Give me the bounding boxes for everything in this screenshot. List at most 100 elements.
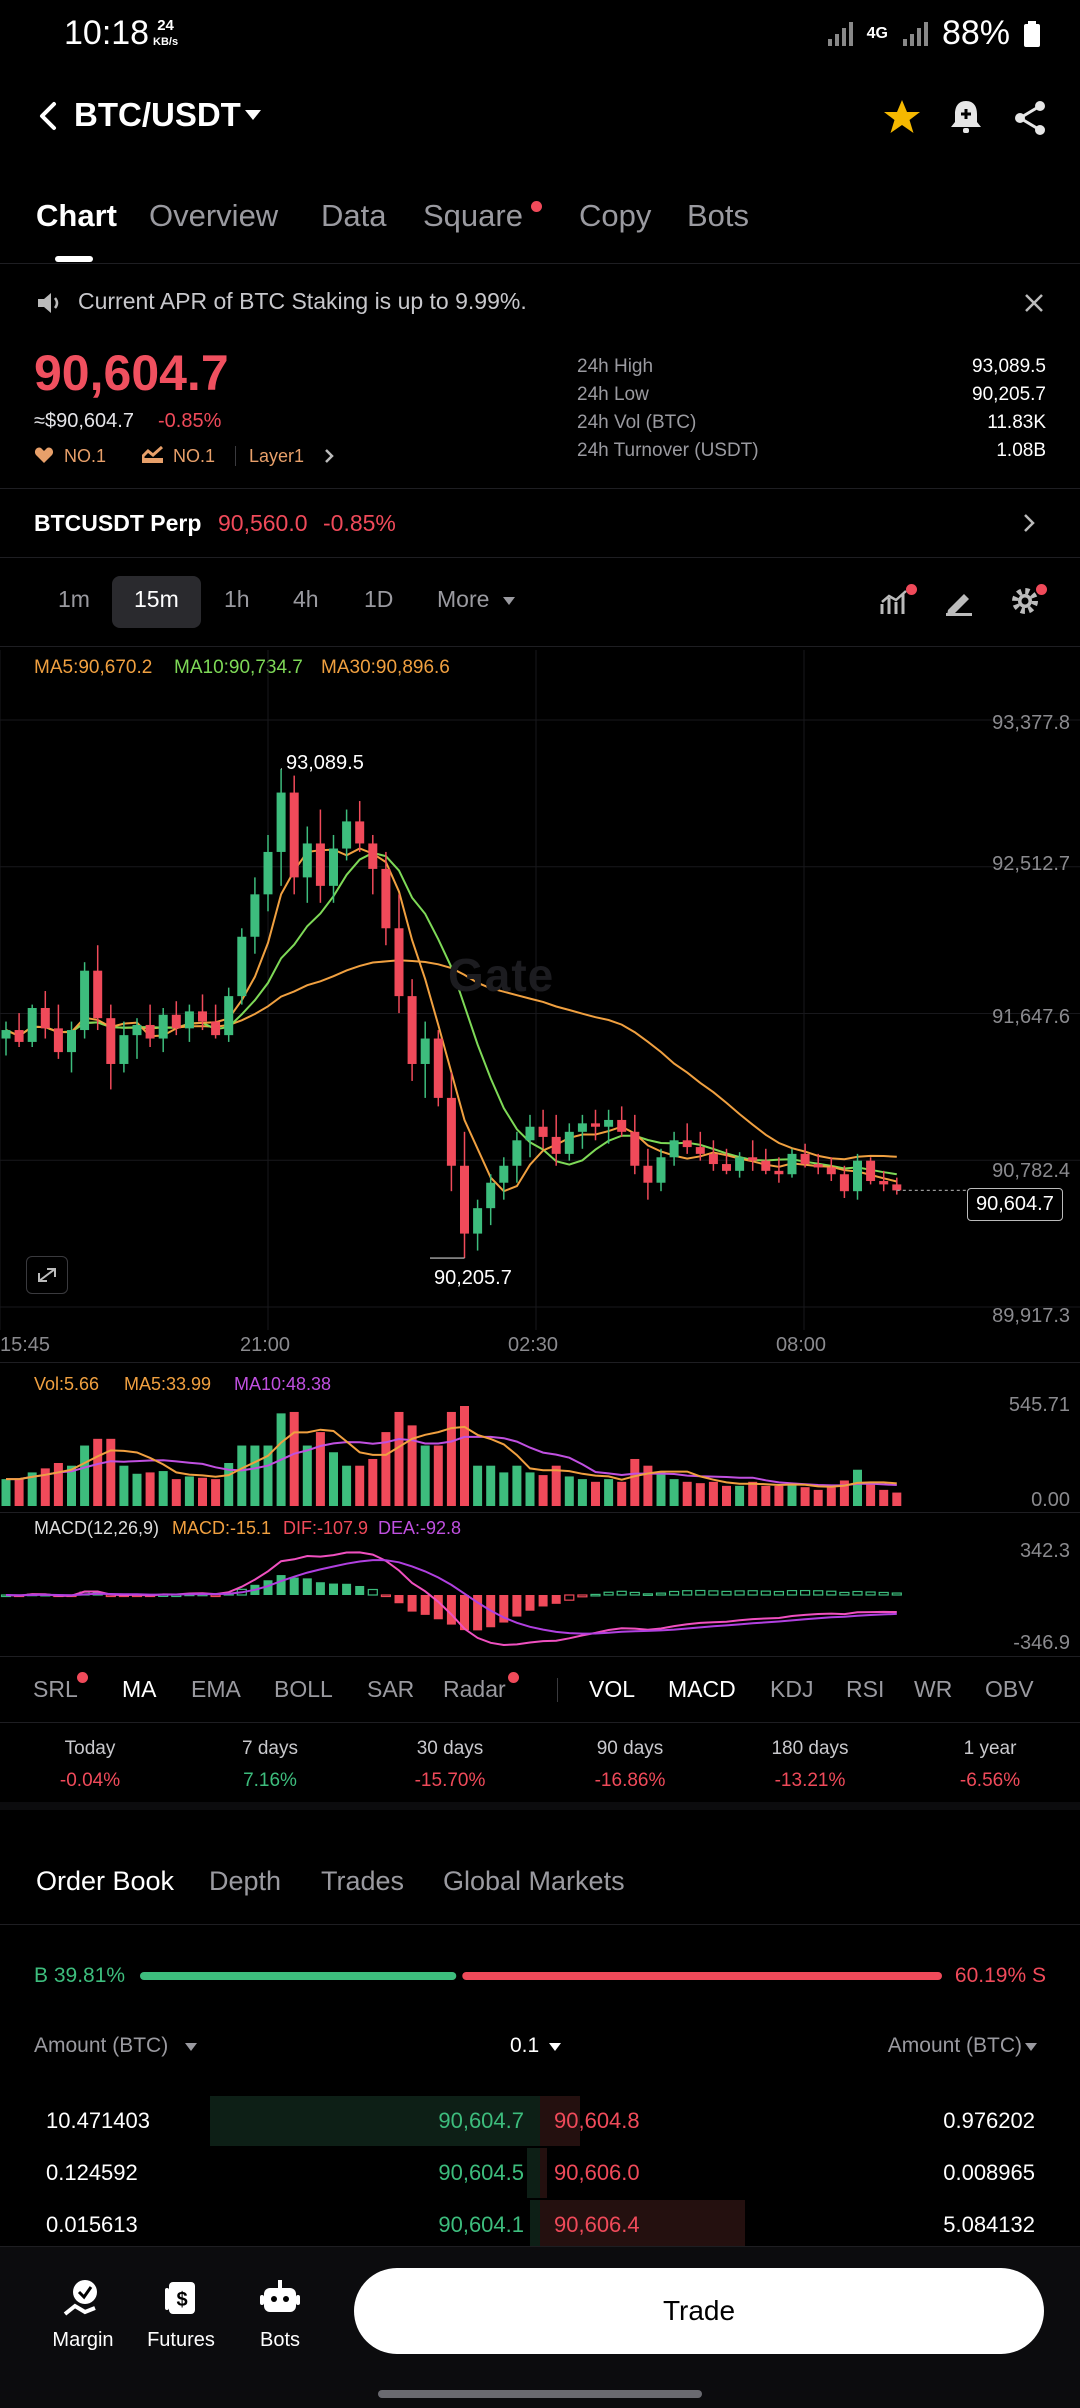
interval-more[interactable]: More	[437, 586, 490, 612]
indicator-kdj[interactable]: KDJ	[770, 1676, 814, 1702]
rank-badge-popular[interactable]: NO.1	[64, 446, 107, 466]
nav-margin[interactable]: Margin	[38, 2278, 128, 2352]
draw-pencil-icon[interactable]	[944, 588, 974, 616]
macd-chart[interactable]	[0, 1540, 940, 1650]
candle-body	[132, 1024, 142, 1036]
trade-button[interactable]: Trade	[354, 2268, 1044, 2354]
chevron-down-icon[interactable]	[184, 2042, 198, 2052]
candlestick-chart[interactable]	[0, 650, 1080, 1330]
candle-body	[787, 1153, 797, 1175]
macd-histogram-bar	[551, 1595, 561, 1604]
macd-histogram-bar	[865, 1591, 876, 1596]
chevron-right-icon[interactable]	[323, 448, 335, 464]
candle-body	[774, 1170, 784, 1175]
indicator-srl[interactable]: SRL	[33, 1676, 78, 1702]
stat-value-high: 93,089.5	[972, 356, 1046, 377]
sell-ratio: 60.19% S	[954, 1964, 1046, 1987]
radar-notification-dot	[508, 1672, 519, 1683]
fullscreen-button[interactable]	[26, 1256, 68, 1294]
nav-futures[interactable]: $ Futures	[136, 2278, 226, 2352]
tab-depth[interactable]: Depth	[209, 1866, 282, 1896]
category-tag[interactable]: Layer1	[249, 446, 305, 466]
tab-overview[interactable]: Overview	[149, 198, 279, 233]
candle-body	[761, 1160, 771, 1171]
tab-copy[interactable]: Copy	[579, 198, 652, 233]
candle-body	[879, 1181, 889, 1185]
star-icon[interactable]	[882, 98, 922, 136]
macd-histogram-bar	[446, 1595, 456, 1625]
perf-value: -13.21%	[774, 1770, 846, 1791]
tab-square[interactable]: Square	[423, 198, 523, 233]
perp-label[interactable]: BTCUSDT Perp	[34, 510, 202, 536]
candle-body	[171, 1014, 181, 1029]
indicator-radar[interactable]: Radar	[443, 1676, 506, 1702]
volume-chart[interactable]	[0, 1400, 940, 1508]
indicator-rsi[interactable]: RSI	[846, 1676, 885, 1702]
interval-1h[interactable]: 1h	[224, 586, 250, 612]
close-icon[interactable]	[1023, 292, 1045, 314]
pair-selector[interactable]: BTC/USDT	[74, 96, 241, 133]
y-tick-3: 90,782.4	[992, 1160, 1070, 1182]
stat-label-low: 24h Low	[577, 384, 649, 405]
volume-bar	[394, 1411, 404, 1506]
interval-4h[interactable]: 4h	[293, 586, 319, 612]
tab-order-book[interactable]: Order Book	[36, 1866, 175, 1896]
chevron-right-icon[interactable]	[1022, 512, 1036, 534]
indicator-sar[interactable]: SAR	[367, 1676, 415, 1702]
ob-precision-select[interactable]: 0.1	[510, 2034, 540, 2057]
chevron-down-icon[interactable]	[244, 108, 262, 122]
settings-gear-icon[interactable]	[1010, 586, 1040, 616]
ob-header-ask-amount[interactable]: Amount (BTC)	[887, 2034, 1022, 2057]
rank-badge-trend[interactable]: NO.1	[173, 446, 216, 466]
candle-body	[486, 1182, 496, 1209]
order-book-row[interactable]: 0.015613 90,604.1 90,606.4 5.084132	[0, 2200, 1080, 2250]
indicator-obv[interactable]: OBV	[985, 1676, 1034, 1702]
ask-amount: 0.008965	[943, 2160, 1035, 2185]
indicator-ma[interactable]: MA	[122, 1676, 157, 1702]
macd-histogram-bar	[355, 1585, 365, 1595]
bid-price: 90,604.5	[438, 2160, 524, 2185]
tab-data[interactable]: Data	[321, 198, 387, 233]
candle-body	[80, 970, 90, 1031]
indicator-vol[interactable]: VOL	[589, 1676, 636, 1702]
macd-histogram-bar	[826, 1590, 837, 1596]
volume-bar	[617, 1481, 627, 1506]
volume-bar	[171, 1479, 181, 1506]
tab-chart[interactable]: Chart	[36, 198, 117, 233]
indicator-ema[interactable]: EMA	[191, 1676, 241, 1702]
ob-header-bid-amount[interactable]: Amount (BTC)	[34, 2034, 169, 2057]
home-indicator[interactable]	[378, 2390, 702, 2398]
perf-30d: 30 days -15.70%	[360, 1738, 540, 1792]
macd-histogram-bar	[433, 1595, 443, 1620]
tab-bots[interactable]: Bots	[687, 198, 750, 233]
order-book-row[interactable]: 10.471403 90,604.7 90,604.8 0.976202	[0, 2096, 1080, 2146]
indicator-boll[interactable]: BOLL	[274, 1676, 333, 1702]
chevron-down-icon[interactable]	[502, 596, 516, 606]
indicator-macd[interactable]: MACD	[668, 1676, 736, 1702]
indicator-chart-icon[interactable]	[880, 588, 910, 616]
nav-bots[interactable]: Bots	[235, 2278, 325, 2352]
interval-1d[interactable]: 1D	[364, 586, 394, 612]
tab-trades[interactable]: Trades	[321, 1866, 405, 1896]
share-icon[interactable]	[1012, 100, 1048, 136]
alert-bell-icon[interactable]	[948, 98, 984, 136]
indicator-wr[interactable]: WR	[914, 1676, 953, 1702]
macd-histogram-bar	[655, 1592, 667, 1596]
perf-value: -0.04%	[59, 1770, 121, 1791]
interval-15m[interactable]: 15m	[134, 586, 179, 612]
candle-body	[617, 1119, 627, 1132]
tab-global-markets[interactable]: Global Markets	[443, 1866, 625, 1896]
interval-1m[interactable]: 1m	[58, 586, 90, 612]
chevron-down-icon[interactable]	[1024, 2042, 1038, 2052]
chevron-down-icon[interactable]	[548, 2042, 562, 2052]
svg-text:$: $	[176, 2289, 187, 2311]
candle-body	[473, 1208, 483, 1234]
order-book-row[interactable]: 0.124592 90,604.5 90,606.0 0.008965	[0, 2148, 1080, 2198]
macd-histogram-bar	[473, 1595, 483, 1631]
back-arrow-icon[interactable]	[30, 98, 66, 134]
announcement-text[interactable]: Current APR of BTC Staking is up to 9.99…	[78, 288, 527, 314]
macd-histogram-bar	[302, 1578, 312, 1595]
candle-body	[643, 1165, 653, 1183]
volume-bar	[302, 1445, 312, 1506]
macd-histogram-bar	[747, 1590, 758, 1596]
